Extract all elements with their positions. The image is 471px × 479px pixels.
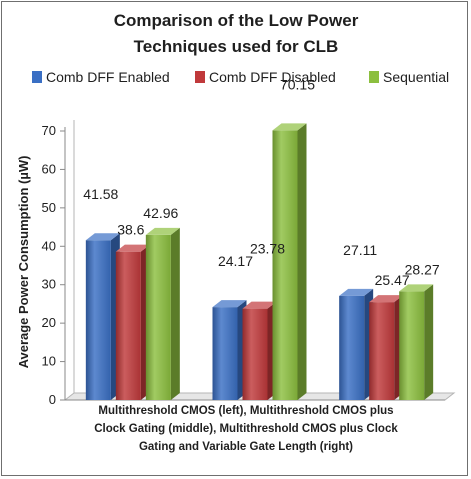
bar-comb-dff-disabled-2-top <box>242 301 277 309</box>
bar-comb-dff-enabled-3 <box>339 295 365 400</box>
bar-sequential-1-top <box>145 227 180 235</box>
bar-sequential-2-top <box>272 123 307 131</box>
data-label-comb-dff-enabled-1: 41.58 <box>83 186 118 202</box>
data-label-comb-dff-enabled-3: 27.11 <box>343 242 377 258</box>
y-axis-label: Average Power Consumption (µW) <box>16 156 31 369</box>
data-label-comb-dff-disabled-2: 23.78 <box>250 241 285 257</box>
y-tick-label-40: 40 <box>42 238 56 253</box>
bars <box>85 123 434 400</box>
data-label-sequential-1: 42.96 <box>143 205 178 221</box>
bar-comb-dff-disabled-1 <box>115 251 141 400</box>
data-label-sequential-3: 28.27 <box>405 261 440 277</box>
bar-sequential-1-side <box>170 227 180 400</box>
legend-swatch-comb-dff-enabled <box>32 71 42 83</box>
data-label-comb-dff-enabled-2: 24.17 <box>218 253 253 269</box>
bar-comb-dff-enabled-1-top <box>85 233 120 241</box>
x-axis-label-line-3: Gating and Variable Gate Length (right) <box>139 441 353 453</box>
legend-swatch-comb-dff-disabled <box>195 71 205 83</box>
data-label-sequential-2: 70.15 <box>280 76 315 92</box>
data-label-comb-dff-disabled-3: 25.47 <box>375 272 410 288</box>
y-tick-label-60: 60 <box>42 161 56 176</box>
y-tick-label-70: 70 <box>42 123 56 138</box>
y-tick-label-20: 20 <box>42 315 56 330</box>
bar-sequential-3-side <box>424 284 434 400</box>
x-axis-label-line-2: Clock Gating (middle), Multithreshold CM… <box>94 423 398 435</box>
legend-swatch-sequential <box>369 71 379 83</box>
bar-comb-dff-disabled-3-top <box>369 295 404 303</box>
bar-sequential-2-side <box>297 123 307 400</box>
y-tick-label-50: 50 <box>42 200 56 215</box>
bar-comb-dff-enabled-1 <box>85 240 111 400</box>
bar-comb-dff-disabled-1-top <box>115 244 150 252</box>
legend-label-comb-dff-disabled: Comb DFF Disabled <box>209 69 336 85</box>
bar-sequential-1 <box>145 234 171 400</box>
chart-title-line-1: Comparison of the Low Power <box>114 11 359 30</box>
bar-sequential-3-top <box>399 284 434 292</box>
bar-sequential-2 <box>272 130 298 400</box>
legend-label-comb-dff-enabled: Comb DFF Enabled <box>46 69 170 85</box>
x-axis-label-line-1: Multithreshold CMOS (left), Multithresho… <box>98 405 393 417</box>
y-tick-label-30: 30 <box>42 277 56 292</box>
y-tick-label-10: 10 <box>42 354 56 369</box>
legend: Comb DFF Enabled Comb DFF Disabled Seque… <box>32 69 449 85</box>
legend-label-sequential: Sequential <box>383 69 449 85</box>
y-tick-label-0: 0 <box>49 392 56 407</box>
data-label-comb-dff-disabled-1: 38.6 <box>117 222 144 238</box>
chart-title-line-2: Techniques used for CLB <box>134 37 339 56</box>
bar-comb-dff-enabled-2 <box>212 307 238 400</box>
bar-sequential-3 <box>399 291 425 400</box>
y-tick-labels: 0 10 20 30 40 50 60 70 <box>42 123 56 407</box>
bar-comb-dff-disabled-3 <box>369 302 395 400</box>
bar-comb-dff-disabled-2 <box>242 308 268 400</box>
bar-comb-dff-enabled-3-top <box>339 288 374 296</box>
bar-comb-dff-enabled-2-top <box>212 300 247 308</box>
